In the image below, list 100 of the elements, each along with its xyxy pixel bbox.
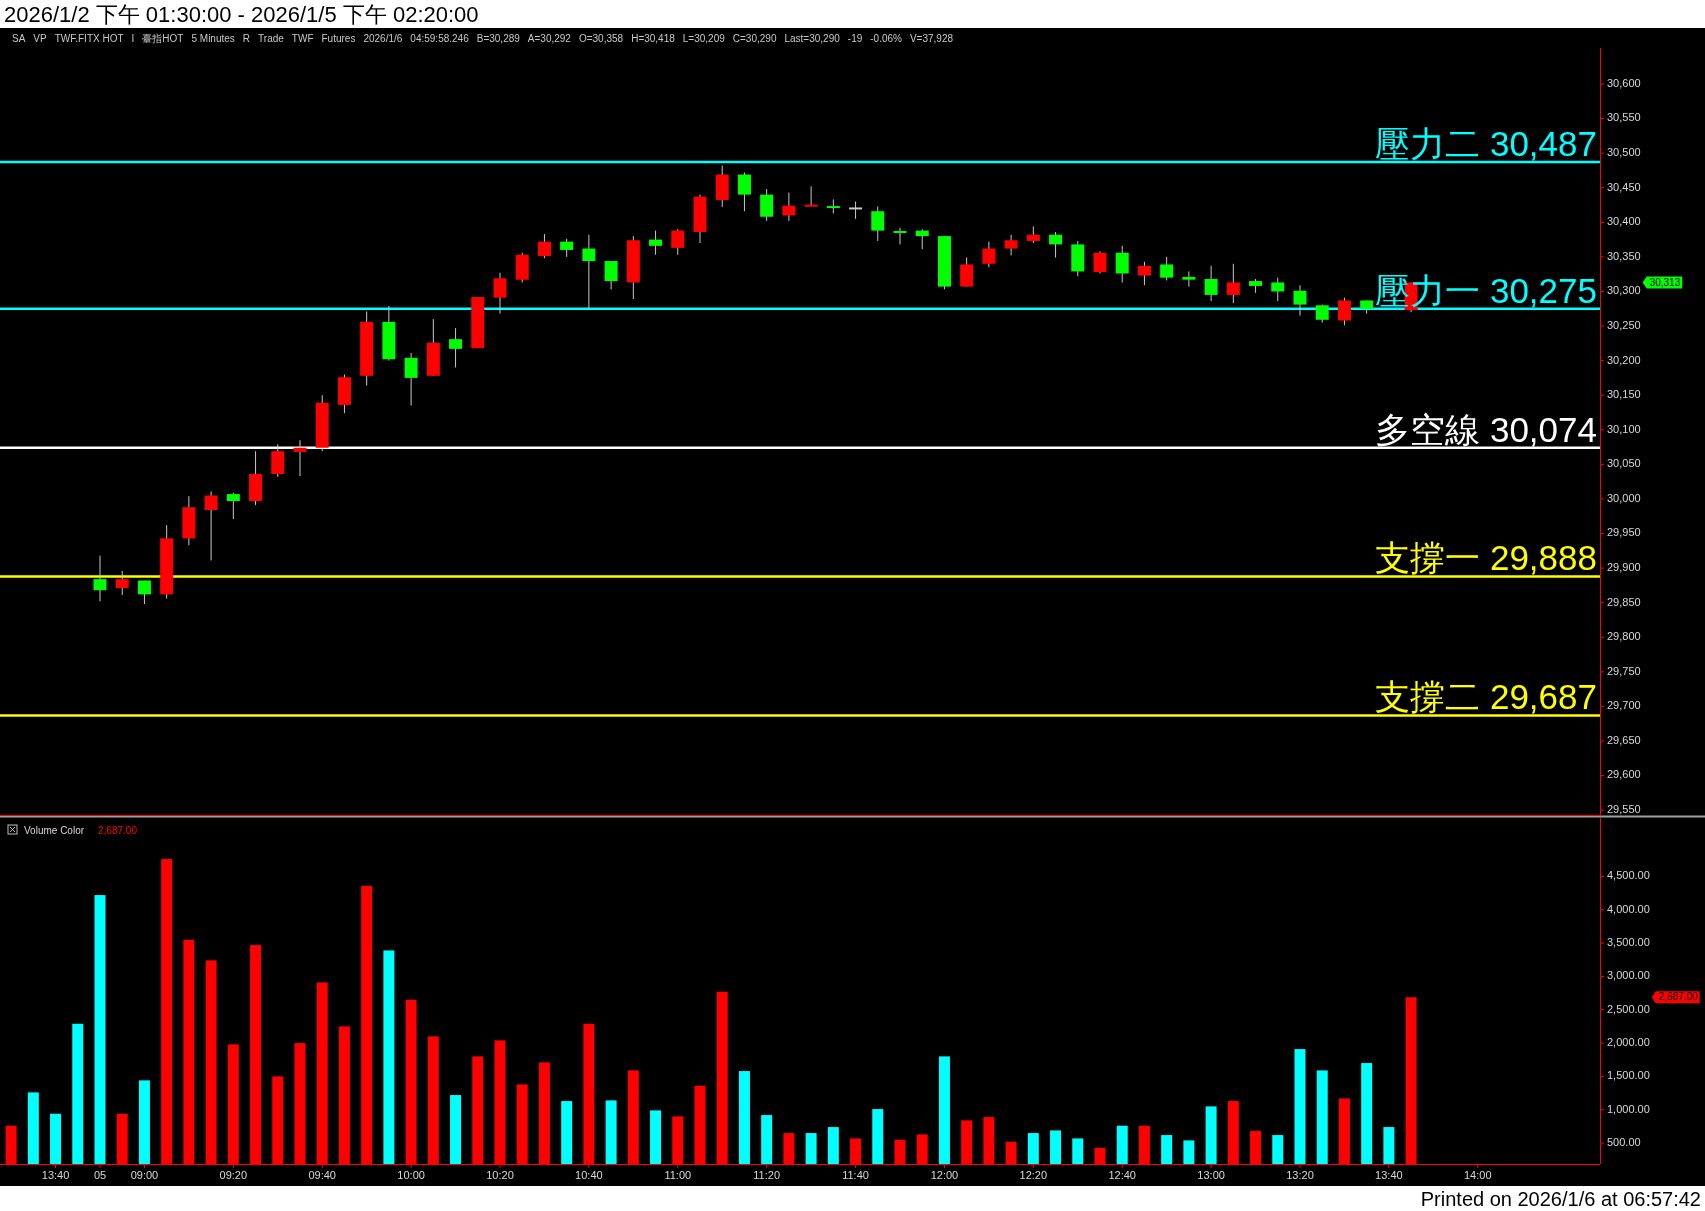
- y-tick-label: 2,500.00: [1607, 1002, 1650, 1015]
- y-tick-label: 30,050: [1607, 457, 1641, 470]
- x-tick-label: 13:00: [1197, 1169, 1225, 1181]
- candlestick: [226, 492, 240, 520]
- y-tick-label: 29,900: [1607, 561, 1641, 573]
- text: Futures: [321, 33, 356, 44]
- text: SA: [12, 33, 26, 44]
- text: 30,313: [1649, 276, 1681, 288]
- y-tick-label: 30,600: [1607, 76, 1641, 89]
- y-tick-label: 30,150: [1607, 388, 1641, 401]
- candlestick: [1226, 263, 1240, 304]
- y-tick-label: 29,650: [1607, 733, 1641, 746]
- y-tick-label: 30,200: [1607, 353, 1641, 366]
- y-tick-label: 29,600: [1607, 768, 1641, 781]
- text: H=30,418: [631, 33, 676, 44]
- candlestick: [960, 257, 974, 288]
- y-tick-label: 1,500.00: [1607, 1069, 1650, 1082]
- text: TWF.FITX HOT: [54, 33, 124, 44]
- x-tick-label: 11:40: [842, 1169, 869, 1181]
- text: O=30,358: [578, 33, 624, 44]
- candlestick: [1137, 261, 1151, 286]
- text: -0.06%: [870, 33, 903, 44]
- candlestick: [537, 233, 551, 259]
- candlestick: [1293, 284, 1307, 317]
- y-tick-label: 30,500: [1607, 146, 1641, 159]
- x-tick-label: 09:00: [130, 1169, 159, 1181]
- y-tick-label: 30,100: [1607, 422, 1641, 435]
- ref-line-label: 壓力二 30,487: [1375, 124, 1597, 164]
- candlestick: [760, 188, 774, 222]
- y-tick-label: 3,500.00: [1607, 935, 1650, 948]
- x-tick-label: 05: [93, 1169, 107, 1181]
- candlestick: [1115, 245, 1129, 283]
- x-tick-label: 11:20: [753, 1169, 781, 1181]
- x-tick-label: 13:40: [41, 1169, 70, 1181]
- x-tick-label: 13:20: [1286, 1169, 1314, 1181]
- y-tick-label: 500.00: [1607, 1135, 1641, 1148]
- x-tick-label: 10:40: [575, 1169, 603, 1181]
- text: L=30,209: [682, 33, 726, 44]
- candlestick: [604, 260, 618, 290]
- text: B=30,289: [476, 33, 521, 44]
- annotation: 2,687.00: [98, 825, 138, 836]
- text: 臺指HOT: [142, 33, 184, 44]
- y-tick-label: 29,700: [1607, 699, 1641, 712]
- text: 2,687.00: [1658, 991, 1699, 1003]
- ref-line-label: 多空線 30,074: [1375, 409, 1597, 449]
- candlestick: [671, 228, 685, 256]
- y-tick-label: 29,750: [1607, 664, 1641, 677]
- candlestick: [782, 192, 796, 222]
- candlestick: [1093, 250, 1107, 274]
- chart-title: 2026/1/2 下午 01:30:00 - 2026/1/5 下午 02:20:00: [4, 2, 479, 27]
- text: -19: [847, 33, 863, 44]
- candlestick: [1337, 297, 1351, 326]
- x-tick-label: 12:00: [930, 1169, 959, 1181]
- text: Last=30,290: [784, 33, 841, 44]
- y-tick-label: 1,000.00: [1607, 1102, 1650, 1115]
- text: TWF: [291, 33, 314, 44]
- y-tick-label: 29,550: [1607, 803, 1641, 816]
- x-tick-label: 09:40: [308, 1169, 336, 1181]
- x-tick-label: 11:00: [664, 1169, 692, 1181]
- y-tick-label: 29,850: [1607, 595, 1641, 608]
- text: VP: [33, 33, 48, 44]
- candlestick: [1182, 270, 1196, 288]
- candlestick: [1049, 231, 1063, 259]
- text: Volume Color: [24, 825, 85, 836]
- y-tick-label: 30,000: [1607, 491, 1641, 504]
- text: 04:59:58.246: [410, 33, 470, 44]
- candlestick: [871, 205, 885, 242]
- text: Printed on 2026/1/6 at 06:57:42: [1420, 1188, 1701, 1210]
- candlestick: [982, 241, 996, 268]
- candlestick: [493, 272, 507, 315]
- candlestick: [915, 228, 929, 250]
- y-tick-label: 30,350: [1607, 249, 1641, 262]
- candlestick: [204, 490, 218, 561]
- x-tick-label: 10:20: [486, 1169, 514, 1181]
- y-tick-label: 29,800: [1607, 630, 1641, 643]
- text: A=30,292: [527, 33, 572, 44]
- x-tick-label: 10:00: [397, 1169, 425, 1181]
- candlestick: [1004, 234, 1018, 256]
- text: C=30,290: [732, 33, 777, 44]
- candlestick: [115, 570, 129, 596]
- y-tick-label: 3,000.00: [1607, 969, 1650, 982]
- y-tick-label: 30,550: [1607, 111, 1641, 124]
- x-tick-label: 13:40: [1375, 1169, 1403, 1181]
- candlestick: [404, 352, 418, 407]
- y-tick-label: 30,300: [1607, 284, 1641, 297]
- y-tick-label: 29,950: [1607, 526, 1641, 539]
- y-tick-label: 30,400: [1607, 215, 1641, 228]
- candlestick: [1204, 265, 1218, 302]
- y-tick-label: 4,000.00: [1607, 902, 1650, 915]
- x-tick-label: 09:20: [219, 1169, 248, 1181]
- candlestick: [1271, 277, 1285, 302]
- candlestick: [271, 443, 285, 478]
- candlestick: [93, 555, 107, 602]
- candlestick: [449, 327, 463, 369]
- y-tick-label: 30,250: [1607, 318, 1641, 331]
- candlestick: [804, 185, 818, 207]
- candlestick: [649, 230, 663, 256]
- y-tick-label: 2,000.00: [1607, 1035, 1650, 1048]
- x-tick-label: 14:00: [1464, 1169, 1492, 1181]
- candlestick: [1160, 256, 1174, 281]
